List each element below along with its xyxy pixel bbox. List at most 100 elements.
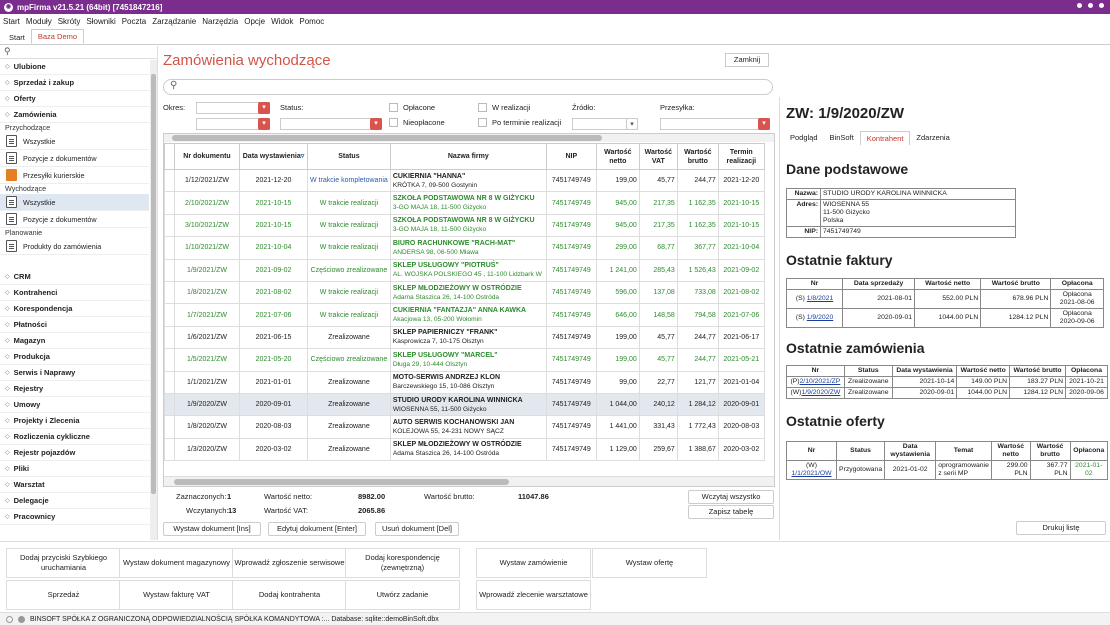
sidebar-group-platnosci[interactable]: ◇ Płatności (0, 317, 157, 333)
table-row[interactable]: 3/10/2021/ZW 2021-10-15 W trakcie realizac… (164, 213, 765, 238)
qa-utworz-zadanie[interactable]: Utwórz zadanie (345, 580, 460, 610)
sidebar-scrollbar[interactable] (150, 60, 157, 540)
qa-korespondencja[interactable]: Dodaj korespondencję (zewnętrzną) (345, 548, 460, 578)
table-row[interactable]: 1/8/2020/ZW 2020-08-03 Zrealizowane AUTO SE… (164, 415, 765, 439)
qa-dokument-magazynowy[interactable]: Wystaw dokument magazynowy (119, 548, 234, 578)
table-row[interactable]: 1/6/2021/ZW 2021-06-15 Zrealizowane SKLEP P… (164, 325, 765, 350)
menu-narzedzia[interactable]: Narzędzia (202, 17, 239, 26)
menu-poczta[interactable]: Poczta (121, 17, 147, 26)
tab-binsoft[interactable]: BinSoft (829, 133, 854, 142)
row-marker[interactable] (164, 392, 175, 417)
chevron-down-icon[interactable]: ▾ (626, 118, 638, 130)
col-netto[interactable]: Wartość netto (595, 143, 640, 170)
grid-bottom-scrollbar[interactable] (164, 476, 774, 486)
table-row[interactable]: 1/9/2020/ZW 2020-09-01 Zrealizowane STUDIO … (164, 392, 765, 417)
row-marker[interactable] (164, 370, 175, 394)
tab-podglad[interactable]: Podgląd (790, 133, 818, 142)
row-marker[interactable] (164, 348, 175, 372)
wczytaj-wszystko-button[interactable]: Wczytaj wszystko (688, 490, 774, 504)
sidebar-group-ulubione[interactable]: ◇ Ulubione (0, 59, 157, 75)
sidebar-group-kontrahenci[interactable]: ◇ Kontrahenci (0, 285, 157, 301)
col-nr[interactable]: Nr dokumentu (174, 143, 240, 170)
row-marker[interactable] (164, 258, 175, 282)
checkbox-nieoplacone[interactable] (389, 118, 398, 127)
order-link[interactable]: 1/9/2020/ZW (801, 389, 841, 396)
qa-wystaw-oferte[interactable]: Wystaw ofertę (592, 548, 707, 578)
order-link[interactable]: 2/10/2021/ZP (799, 378, 841, 385)
offer-link[interactable]: 1/1/2021/OW (791, 470, 832, 477)
table-row[interactable]: 1/8/2021/ZW 2021-08-02 W trakcie realizacj… (164, 280, 765, 305)
qa-zlecenie-warsztatowe[interactable]: Wprowadź zlecenie warsztatowe (476, 580, 591, 610)
tab-kontrahent[interactable]: Kontrahent (859, 131, 911, 145)
checkbox-oplacone[interactable] (389, 103, 398, 112)
sidebar-group-pojazdy[interactable]: ◇ Rejestr pojazdów (0, 445, 157, 461)
row-marker[interactable] (164, 213, 175, 238)
sidebar-item-przych-wszystkie[interactable]: Wszystkie (0, 133, 149, 150)
filter-zrodlo-select[interactable]: ▾ (572, 118, 638, 130)
table-row[interactable]: 2/10/2021/ZW 2021-10-15 W trakcie realizac… (164, 191, 765, 215)
row-marker[interactable] (164, 325, 175, 350)
sidebar-item-przych-pozycje[interactable]: Pozycje z dokumentów (0, 150, 149, 167)
table-row[interactable]: 1/10/2021/ZW 2021-10-04 W trakcie realizac… (164, 236, 765, 260)
drukuj-liste-button[interactable]: Drukuj listę (1016, 521, 1106, 535)
invoice-link[interactable]: 1/9/2020 (806, 314, 834, 321)
qa-sprzedaz[interactable]: Sprzedaż (6, 580, 121, 610)
close-button[interactable]: Zamknij (725, 53, 769, 67)
filter-status-select[interactable]: ▾ (280, 118, 382, 130)
scrollbar-thumb[interactable] (151, 74, 156, 494)
sidebar-search-input[interactable]: ⚲ (0, 46, 157, 59)
sidebar-group-pliki[interactable]: ◇ Pliki (0, 461, 157, 477)
qa-dodaj-przyciski[interactable]: Dodaj przyciski Szybkiego uruchamiania (6, 548, 121, 578)
wystaw-dokument-button[interactable]: Wystaw dokument [Ins] (163, 522, 261, 536)
col-termin[interactable]: Termin realizacji (717, 143, 765, 170)
qa-zgloszenie-serwisowe[interactable]: Wprowadź zgłoszenie serwisowe (232, 548, 347, 578)
table-row[interactable]: 1/3/2020/ZW 2020-03-02 Zrealizowane SKLEP M… (164, 437, 765, 462)
dot-icon[interactable] (1088, 3, 1093, 8)
sidebar-group-serwis[interactable]: ◇ Serwis i Naprawy (0, 365, 157, 381)
filter-icon[interactable]: ▿ (300, 153, 305, 160)
invoice-link[interactable]: 1/8/2021 (806, 295, 834, 302)
scrollbar-thumb[interactable] (174, 479, 509, 485)
menu-zarzadzanie[interactable]: Zarządzanie (152, 17, 197, 26)
sidebar-group-rejestry[interactable]: ◇ Rejestry (0, 381, 157, 397)
edytuj-dokument-button[interactable]: Edytuj dokument [Enter] (268, 522, 366, 536)
filter-okres-from[interactable]: ▾ (196, 102, 270, 114)
row-marker[interactable] (164, 437, 175, 462)
scrollbar-thumb[interactable] (172, 135, 602, 141)
col-status[interactable]: Status (307, 143, 391, 170)
menu-widok[interactable]: Widok (271, 17, 294, 26)
row-marker[interactable] (164, 280, 175, 305)
menu-moduly[interactable]: Moduły (25, 17, 52, 26)
search-input[interactable]: ⚲ (163, 79, 773, 95)
sidebar-group-zamowienia[interactable]: ◇ Zamówienia (0, 107, 157, 123)
dot-icon[interactable] (1099, 3, 1104, 8)
sidebar-group-crm[interactable]: ◇ CRM (0, 269, 157, 285)
table-row[interactable]: 1/9/2021/ZW 2021-09-02 Częściowo zrealizow… (164, 258, 765, 282)
col-firma[interactable]: Nazwa firmy (389, 143, 547, 170)
table-row[interactable]: 1/5/2021/ZW 2021-05-20 Częściowo zrealizow… (164, 348, 765, 372)
sidebar-group-delegacje[interactable]: ◇ Delegacje (0, 493, 157, 509)
col-data[interactable]: Data wystawienia▿ (239, 143, 308, 170)
filter-okres-to[interactable]: ▾ (196, 118, 270, 130)
window-controls[interactable] (1077, 3, 1104, 8)
sidebar-group-sprzedaz[interactable]: ◇ Sprzedaż i zakup (0, 75, 157, 91)
sidebar-group-warsztat[interactable]: ◇ Warsztat (0, 477, 157, 493)
checkbox-po-terminie[interactable] (478, 118, 487, 127)
sidebar-item-wych-wszystkie[interactable]: Wszystkie (0, 194, 149, 211)
sidebar-item-przesylki[interactable]: Przesyłki kurierskie (0, 167, 149, 184)
sidebar-group-umowy[interactable]: ◇ Umowy (0, 397, 157, 413)
filter-przesylka-select[interactable]: ▾ (660, 118, 770, 130)
sidebar-group-pracownicy[interactable]: ◇ Pracownicy (0, 509, 157, 525)
tab-zdarzenia[interactable]: Zdarzenia (916, 133, 950, 142)
chevron-down-icon[interactable]: ▾ (258, 118, 270, 130)
sidebar-item-wych-pozycje[interactable]: Pozycje z dokumentów (0, 211, 149, 228)
usun-dokument-button[interactable]: Usuń dokument [Del] (375, 522, 459, 536)
qa-wystaw-zamowienie[interactable]: Wystaw zamówienie (476, 548, 591, 578)
chevron-down-icon[interactable]: ▾ (758, 118, 770, 130)
sidebar-group-projekty[interactable]: ◇ Projekty i Zlecenia (0, 413, 157, 429)
row-marker[interactable] (164, 303, 175, 327)
menu-start[interactable]: Start (3, 17, 20, 26)
dot-icon[interactable] (1077, 3, 1082, 8)
table-row[interactable]: 1/12/2021/ZW 2021-12-20 W trakcie kompleto… (164, 168, 765, 193)
col-brutto[interactable]: Wartość brutto (676, 143, 719, 170)
